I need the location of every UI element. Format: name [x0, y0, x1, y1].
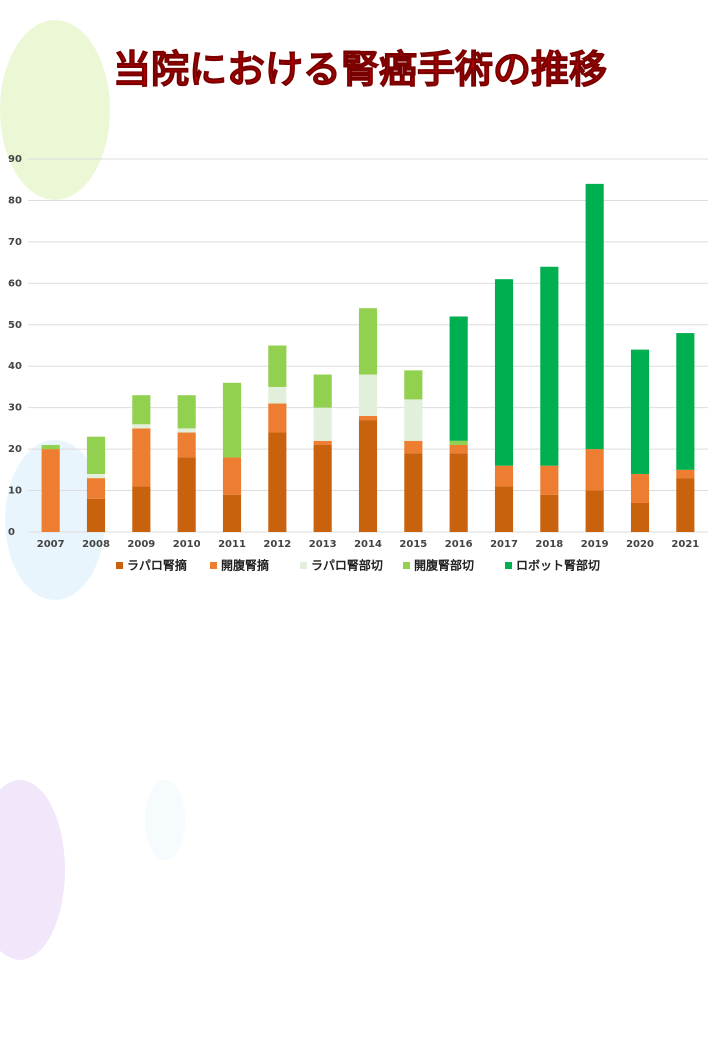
bar-segment [86, 473, 106, 479]
bar-segment [358, 415, 378, 421]
bar-segment [449, 444, 468, 454]
bar-segment [268, 345, 287, 387]
bar-segment [585, 490, 604, 532]
y-tick-label: 80 [8, 195, 22, 206]
bar-segment [177, 428, 196, 433]
bar-segment [132, 395, 151, 425]
bar-segment [268, 386, 287, 404]
x-tick-label: 2015 [399, 539, 427, 550]
x-tick-label: 2009 [127, 539, 155, 550]
y-tick-label: 10 [8, 486, 22, 497]
bar-segment [630, 473, 650, 503]
bar-segment [540, 465, 559, 495]
bar-segment [41, 444, 60, 450]
legend-label: ロボット腎部切 [516, 558, 600, 573]
bar-segment [676, 469, 695, 479]
bar-segment [494, 486, 514, 532]
x-tick-label: 2016 [445, 539, 473, 550]
legend-swatch [505, 562, 512, 569]
bar-segment [630, 349, 650, 474]
bar-segment [449, 440, 468, 445]
bar-segment [313, 440, 332, 445]
bar-segment [676, 333, 695, 470]
bar-segment [449, 316, 468, 441]
x-tick-label: 2017 [490, 539, 518, 550]
bar-segment [540, 266, 559, 466]
legend-swatch [210, 562, 217, 569]
bar-segment [358, 374, 378, 416]
legend-swatch [300, 562, 307, 569]
x-tick-label: 2018 [535, 539, 563, 550]
bar-segment [585, 183, 604, 450]
legend-label: 開腹腎摘 [221, 558, 269, 573]
bar-segment [222, 457, 242, 495]
bar-segment [132, 486, 151, 532]
bar-segment [585, 449, 604, 491]
bar-segment [222, 382, 242, 458]
bar-segment [404, 453, 423, 532]
y-tick-label: 20 [8, 444, 22, 455]
x-tick-label: 2012 [263, 539, 291, 550]
bar-segment [630, 502, 650, 532]
legend-label: ラパロ腎部切 [311, 558, 383, 573]
legend-swatch [116, 562, 123, 569]
x-tick-label: 2008 [82, 539, 110, 550]
x-tick-label: 2020 [626, 539, 654, 550]
y-tick-label: 30 [8, 403, 22, 414]
bar-segment [404, 370, 423, 400]
bar-segment [177, 395, 196, 429]
x-tick-label: 2011 [218, 539, 246, 550]
bar-segment [86, 498, 106, 532]
bar-segment [313, 374, 332, 408]
y-tick-label: 0 [8, 527, 15, 538]
chart-title: 当院における腎癌手術の推移 [113, 48, 607, 92]
x-tick-label: 2021 [671, 539, 699, 550]
bar-segment [177, 432, 196, 458]
bar-segment [177, 457, 196, 532]
bar-segment [132, 424, 151, 429]
bar-segment [86, 478, 106, 499]
bar-segment [676, 478, 695, 532]
y-tick-label: 60 [8, 278, 22, 289]
bar-segment [404, 399, 423, 441]
bar-segment [358, 308, 378, 375]
x-tick-label: 2014 [354, 539, 382, 550]
legend-label: 開腹腎部切 [414, 558, 474, 573]
bar-segment [41, 449, 60, 532]
bar-segment [313, 444, 332, 532]
balloon [0, 20, 110, 200]
bar-segment [540, 494, 559, 532]
bar-segment [86, 436, 106, 474]
bar-segment [222, 494, 242, 532]
bar-segment [358, 420, 378, 532]
balloon [0, 780, 65, 960]
bar-segment [268, 432, 287, 532]
x-tick-label: 2010 [173, 539, 201, 550]
balloon [145, 780, 185, 860]
bar-segment [404, 440, 423, 454]
bar-segment [268, 403, 287, 433]
legend-label: ラパロ腎摘 [127, 558, 187, 573]
bar-segment [494, 279, 514, 466]
y-tick-label: 90 [8, 154, 22, 165]
background-balloons [0, 20, 185, 960]
y-tick-label: 50 [8, 320, 22, 331]
bar-segment [494, 465, 514, 487]
x-tick-label: 2019 [581, 539, 609, 550]
bar-segment [132, 428, 151, 487]
y-tick-label: 70 [8, 237, 22, 248]
bar-segment [449, 453, 468, 532]
x-tick-label: 2007 [37, 539, 65, 550]
bar-segment [313, 407, 332, 441]
x-tick-label: 2013 [309, 539, 337, 550]
legend-swatch [403, 562, 410, 569]
y-tick-label: 40 [8, 361, 22, 372]
